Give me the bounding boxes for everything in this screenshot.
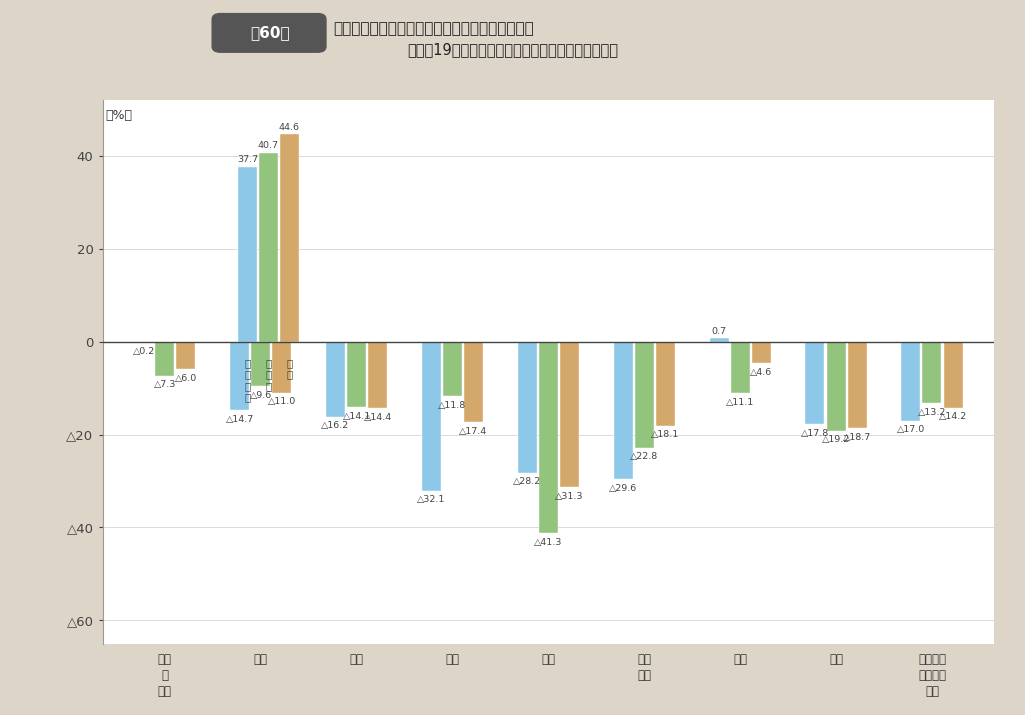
- Bar: [326, 342, 345, 417]
- Bar: [751, 342, 771, 363]
- Text: 合
計: 合 計: [286, 358, 292, 380]
- Text: 一般行政
関係職員
合計: 一般行政 関係職員 合計: [918, 653, 946, 698]
- Bar: [848, 342, 866, 428]
- Text: △17.0: △17.0: [897, 425, 925, 434]
- Text: 37.7: 37.7: [237, 154, 258, 164]
- Text: △41.3: △41.3: [534, 538, 563, 547]
- Text: △22.8: △22.8: [630, 452, 658, 461]
- Bar: [464, 342, 483, 423]
- Text: △29.6: △29.6: [609, 484, 638, 493]
- Text: 労働: 労働: [541, 653, 556, 666]
- Text: 第60図: 第60図: [250, 26, 289, 40]
- Bar: [176, 342, 196, 370]
- Bar: [560, 342, 579, 487]
- Bar: [251, 342, 271, 386]
- Text: 44.6: 44.6: [279, 123, 300, 132]
- Bar: [826, 342, 846, 430]
- Bar: [156, 342, 174, 375]
- Text: △18.1: △18.1: [651, 430, 680, 439]
- Bar: [731, 342, 749, 393]
- Text: △18.7: △18.7: [843, 433, 871, 442]
- Text: △14.7: △14.7: [226, 415, 254, 423]
- Bar: [944, 342, 962, 408]
- Text: 土木: 土木: [829, 653, 843, 666]
- Text: △4.6: △4.6: [750, 368, 773, 377]
- Text: 40.7: 40.7: [258, 141, 279, 150]
- Text: 農林
水産: 農林 水産: [638, 653, 651, 682]
- Bar: [347, 342, 366, 407]
- Bar: [901, 342, 920, 420]
- Text: △6.0: △6.0: [175, 374, 197, 383]
- Text: △28.2: △28.2: [514, 477, 541, 486]
- Bar: [709, 338, 729, 342]
- Bar: [922, 342, 941, 403]
- Bar: [518, 342, 537, 473]
- Text: △14.4: △14.4: [364, 413, 392, 422]
- Text: △14.2: △14.2: [939, 413, 968, 421]
- Bar: [634, 342, 654, 448]
- Text: △0.2: △0.2: [132, 347, 155, 356]
- Bar: [280, 134, 299, 342]
- Text: △7.3: △7.3: [154, 380, 176, 389]
- Bar: [656, 342, 674, 425]
- Text: 衛生: 衛生: [446, 653, 459, 666]
- Text: （%）: （%）: [106, 109, 132, 122]
- Bar: [259, 152, 278, 342]
- Text: △13.2: △13.2: [917, 408, 946, 417]
- Text: △32.1: △32.1: [417, 495, 446, 504]
- Text: 都
道
府
県: 都 道 府 県: [244, 358, 250, 403]
- Text: △16.2: △16.2: [322, 422, 350, 430]
- Text: △14.1: △14.1: [342, 412, 371, 420]
- Bar: [614, 342, 632, 479]
- Bar: [273, 342, 291, 393]
- Bar: [443, 342, 462, 396]
- Text: △11.8: △11.8: [439, 401, 466, 410]
- Text: 0.7: 0.7: [711, 327, 727, 335]
- Bar: [422, 342, 441, 490]
- Text: 市
町
村: 市 町 村: [265, 358, 272, 391]
- Text: △31.3: △31.3: [556, 492, 583, 500]
- Bar: [368, 342, 387, 408]
- Text: △11.1: △11.1: [726, 398, 754, 407]
- Bar: [238, 167, 257, 342]
- Text: 商工: 商工: [733, 653, 747, 666]
- Text: △17.8: △17.8: [801, 429, 829, 438]
- Text: 民生: 民生: [350, 653, 364, 666]
- Bar: [231, 342, 249, 410]
- Text: △17.4: △17.4: [459, 427, 488, 436]
- Text: 税務: 税務: [254, 653, 268, 666]
- Text: 議会
・
総務: 議会 ・ 総務: [158, 653, 172, 698]
- Text: △9.6: △9.6: [250, 391, 272, 400]
- Text: △19.2: △19.2: [822, 435, 850, 445]
- Text: 一般行政関係職員の部門別、団体種類別増減状況: 一般行政関係職員の部門別、団体種類別増減状況: [333, 21, 534, 36]
- Bar: [806, 342, 824, 424]
- Text: （平成19年４月１日と平成９年４月１日との比較）: （平成19年４月１日と平成９年４月１日との比較）: [407, 43, 618, 57]
- Text: △11.0: △11.0: [268, 398, 296, 406]
- Bar: [539, 342, 558, 533]
